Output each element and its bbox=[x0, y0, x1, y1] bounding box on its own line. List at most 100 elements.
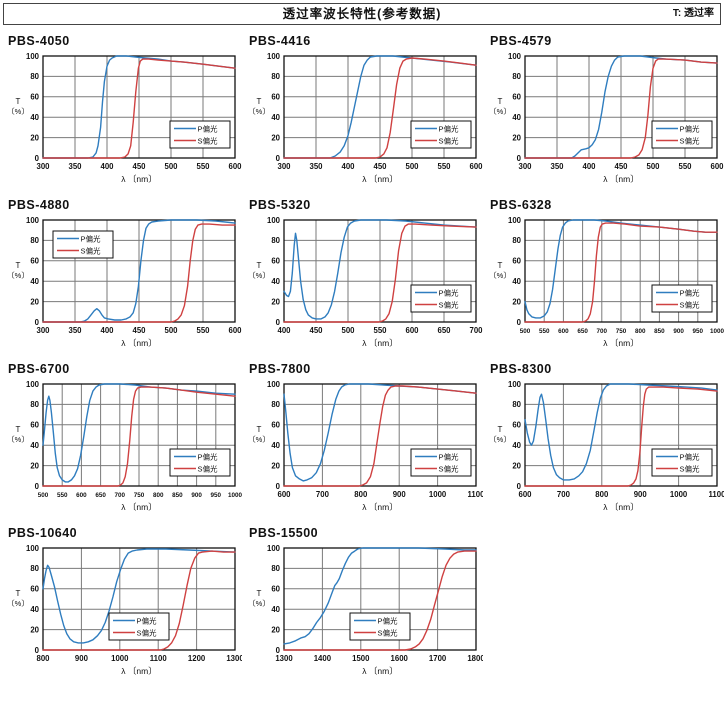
svg-text:800: 800 bbox=[595, 490, 609, 499]
series-s-PBS-4880 bbox=[42, 223, 236, 323]
chart-svg-PBS-5320: 400 450 500 550 600 650 700 0 20 40 60 80 100 T〔%〕 λ 〔… bbox=[248, 216, 483, 348]
svg-text:500: 500 bbox=[646, 162, 660, 171]
svg-text:λ 〔nm〕: λ 〔nm〕 bbox=[121, 666, 156, 676]
chart-cell: PBS-4579 300 350 400 450 500 550 600 0 20 40 60 80 1… bbox=[484, 30, 724, 194]
svg-text:λ 〔nm〕: λ 〔nm〕 bbox=[603, 502, 638, 512]
chart-cell: PBS-4050 300 350 400 450 500 550 600 0 20 40 60 80 1… bbox=[2, 30, 243, 194]
legend-PBS-4579: P偏光 S偏光 bbox=[651, 120, 713, 149]
svg-text:40: 40 bbox=[512, 113, 521, 122]
svg-text:800: 800 bbox=[36, 654, 50, 663]
svg-text:500: 500 bbox=[405, 162, 419, 171]
chart-PBS-4050: 300 350 400 450 500 550 600 0 20 40 60 80 100 T 〔%〕 λ 〔… bbox=[6, 49, 243, 191]
svg-text:400: 400 bbox=[100, 162, 114, 171]
svg-text:20: 20 bbox=[271, 625, 280, 634]
svg-text:80: 80 bbox=[30, 236, 39, 245]
chart-cell: PBS-5320 400 450 500 550 600 650 700 0 20 40 60 80 1… bbox=[243, 194, 484, 358]
svg-text:950: 950 bbox=[693, 328, 704, 335]
chart-cell: PBS-4416 300 350 400 450 500 550 600 0 20 40 60 80 1… bbox=[243, 30, 484, 194]
svg-text:40: 40 bbox=[30, 277, 39, 286]
svg-text:60: 60 bbox=[271, 257, 280, 266]
svg-text:〔%〕: 〔%〕 bbox=[489, 107, 511, 116]
chart-svg-PBS-6328: 500 550 600 650 700 750 800 850 900 950 1000 0 20 40 6… bbox=[489, 216, 724, 348]
legend-label-p: P偏光 bbox=[439, 451, 460, 461]
series-s-PBS-5320 bbox=[283, 223, 477, 323]
series-s-PBS-6328 bbox=[524, 222, 718, 323]
svg-text:〔%〕: 〔%〕 bbox=[248, 271, 270, 280]
svg-text:1800: 1800 bbox=[467, 654, 483, 663]
svg-text:λ 〔nm〕: λ 〔nm〕 bbox=[121, 338, 156, 348]
svg-text:λ 〔nm〕: λ 〔nm〕 bbox=[362, 338, 397, 348]
svg-text:〔%〕: 〔%〕 bbox=[489, 271, 511, 280]
svg-text:1000: 1000 bbox=[429, 490, 447, 499]
svg-text:1400: 1400 bbox=[314, 654, 332, 663]
chart-svg-PBS-15500: 1300 1400 1500 1600 1700 1800 0 20 40 60 80 100 T〔%〕… bbox=[248, 544, 483, 676]
svg-text:100: 100 bbox=[508, 380, 522, 389]
svg-text:550: 550 bbox=[539, 328, 550, 335]
svg-text:600: 600 bbox=[710, 162, 724, 171]
chart-PBS-7800: 600 700 800 900 1000 1100 0 20 40 60 80 100 T 〔%〕 λ 〔n… bbox=[247, 377, 484, 519]
chart-svg-PBS-10640: 800 900 1000 1100 1200 1300 0 20 40 60 80 100 T〔%〕 λ … bbox=[7, 544, 242, 676]
svg-text:500: 500 bbox=[164, 162, 178, 171]
svg-text:〔%〕: 〔%〕 bbox=[7, 107, 29, 116]
svg-text:20: 20 bbox=[512, 297, 521, 306]
svg-text:300: 300 bbox=[36, 162, 50, 171]
svg-text:1000: 1000 bbox=[228, 492, 242, 499]
chart-svg-PBS-7800: 600 700 800 900 1000 1100 0 20 40 60 80 100 T〔%〕 λ 〔n… bbox=[248, 380, 483, 512]
chart-cell: PBS-8300 600 700 800 900 1000 1100 0 20 40 60 80 10… bbox=[484, 358, 724, 522]
svg-text:80: 80 bbox=[30, 564, 39, 573]
svg-text:0: 0 bbox=[276, 482, 281, 491]
svg-text:60: 60 bbox=[271, 421, 280, 430]
chart-PBS-8300: 600 700 800 900 1000 1100 0 20 40 60 80 100 T 〔%〕 λ 〔n… bbox=[488, 377, 724, 519]
charts-grid: PBS-4050 300 350 400 450 500 550 600 0 20 40 60 80 1… bbox=[0, 30, 724, 686]
chart-cell: PBS-10640 800 900 1000 1100 1200 1300 0 20 40 60 8… bbox=[2, 522, 243, 686]
legend-label-p: P偏光 bbox=[680, 451, 701, 461]
svg-text:550: 550 bbox=[437, 162, 451, 171]
series-s-PBS-10640 bbox=[42, 550, 236, 651]
svg-text:1700: 1700 bbox=[429, 654, 447, 663]
chart-title-PBS-6700: PBS-6700 bbox=[8, 362, 70, 376]
svg-text:60: 60 bbox=[512, 93, 521, 102]
chart-cell: PBS-7800 600 700 800 900 1000 1100 0 20 40 60 80 10… bbox=[243, 358, 484, 522]
svg-text:700: 700 bbox=[557, 490, 571, 499]
svg-text:0: 0 bbox=[517, 154, 522, 163]
svg-text:λ 〔nm〕: λ 〔nm〕 bbox=[121, 502, 156, 512]
svg-text:60: 60 bbox=[271, 93, 280, 102]
chart-PBS-4579: 300 350 400 450 500 550 600 0 20 40 60 80 100 T 〔%〕 λ 〔… bbox=[488, 49, 724, 191]
chart-PBS-4880: 300 350 400 450 500 550 600 0 20 40 60 80 100 T 〔%〕 λ 〔… bbox=[6, 213, 243, 355]
svg-text:20: 20 bbox=[271, 133, 280, 142]
svg-text:700: 700 bbox=[115, 492, 126, 499]
svg-text:300: 300 bbox=[518, 162, 532, 171]
svg-text:60: 60 bbox=[512, 421, 521, 430]
svg-text:650: 650 bbox=[577, 328, 588, 335]
svg-text:450: 450 bbox=[614, 162, 628, 171]
svg-text:500: 500 bbox=[38, 492, 49, 499]
svg-text:80: 80 bbox=[30, 72, 39, 81]
svg-text:0: 0 bbox=[35, 154, 40, 163]
svg-text:60: 60 bbox=[30, 421, 39, 430]
svg-text:500: 500 bbox=[520, 328, 531, 335]
svg-text:600: 600 bbox=[228, 326, 242, 335]
svg-text:40: 40 bbox=[30, 441, 39, 450]
svg-text:800: 800 bbox=[635, 328, 646, 335]
svg-text:T: T bbox=[498, 261, 503, 270]
legend-label-p: P偏光 bbox=[378, 615, 399, 625]
legend-label-s: S偏光 bbox=[680, 299, 701, 309]
svg-text:450: 450 bbox=[132, 326, 146, 335]
chart-title-PBS-4579: PBS-4579 bbox=[490, 34, 552, 48]
svg-text:800: 800 bbox=[354, 490, 368, 499]
chart-PBS-15500: 1300 1400 1500 1600 1700 1800 0 20 40 60 80 100 T 〔%〕… bbox=[247, 541, 484, 683]
series-p-PBS-4880 bbox=[42, 219, 236, 323]
svg-text:80: 80 bbox=[30, 400, 39, 409]
svg-text:400: 400 bbox=[341, 162, 355, 171]
svg-text:1300: 1300 bbox=[226, 654, 242, 663]
svg-text:550: 550 bbox=[196, 162, 210, 171]
svg-text:600: 600 bbox=[518, 490, 532, 499]
legend-label-s: S偏光 bbox=[81, 245, 102, 255]
svg-text:T: T bbox=[257, 425, 262, 434]
svg-text:20: 20 bbox=[30, 625, 39, 634]
svg-text:100: 100 bbox=[26, 216, 40, 225]
svg-text:700: 700 bbox=[316, 490, 330, 499]
legend-PBS-10640: P偏光 S偏光 bbox=[108, 612, 170, 641]
legend-label-s: S偏光 bbox=[378, 627, 399, 637]
